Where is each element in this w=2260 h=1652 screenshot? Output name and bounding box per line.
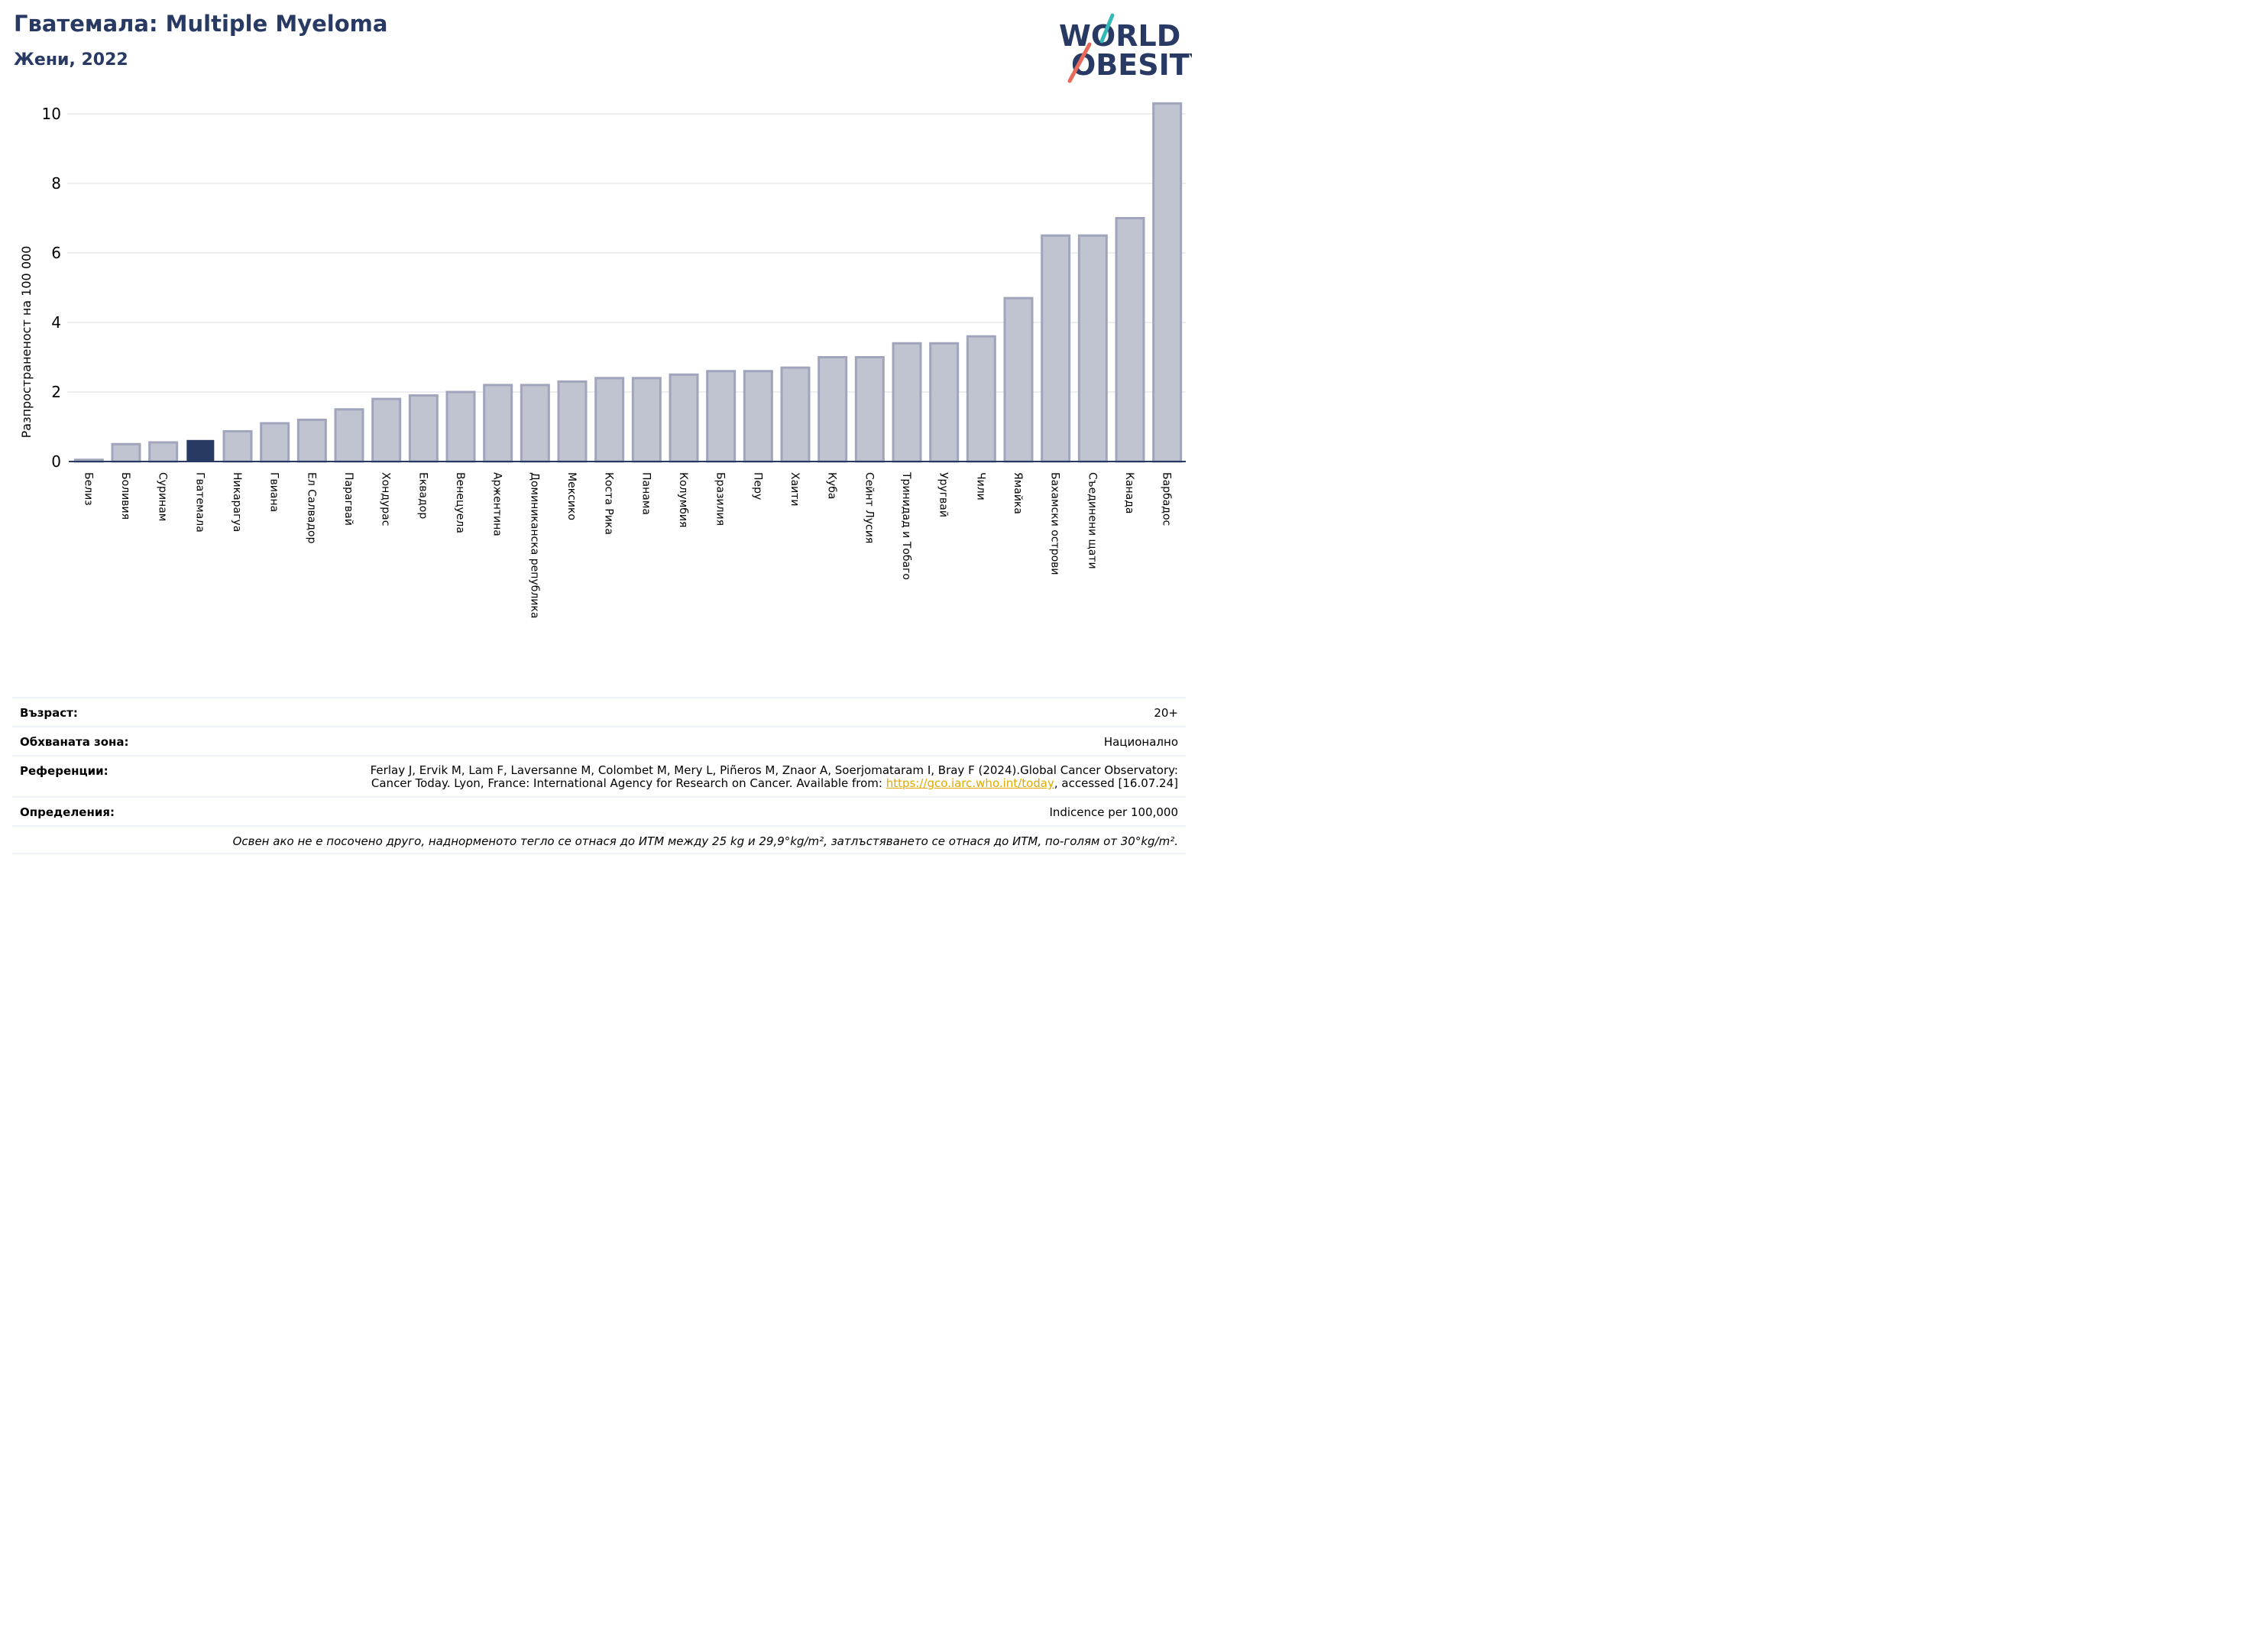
- info-row-age: Възраст: 20+: [12, 697, 1186, 726]
- x-tick-label: Еквадор: [416, 472, 429, 519]
- bar: [408, 394, 439, 463]
- bar: [111, 442, 141, 463]
- x-tick-label: Мексико: [565, 472, 578, 520]
- x-tick-label: Боливия: [119, 472, 131, 520]
- x-tick-label: Барбадос: [1161, 472, 1173, 526]
- x-tick-label: Перу: [751, 472, 763, 500]
- coverage-value: Национално: [1103, 735, 1178, 749]
- bar: [445, 390, 476, 463]
- references-line-2: Cancer Today. Lyon, France: Internationa…: [371, 777, 1178, 790]
- x-tick-label: Ел Салвадор: [305, 472, 317, 544]
- bar: [1152, 102, 1183, 463]
- logo-slash-coral: [1067, 42, 1092, 83]
- y-tick-label: 2: [51, 383, 61, 401]
- bar: [892, 342, 922, 463]
- bar: [371, 397, 402, 463]
- x-tick-label: Панама: [639, 472, 652, 515]
- info-row-definitions: Определения: Indicence per 100,000: [12, 796, 1186, 825]
- x-tick-label: Аржентина: [491, 472, 503, 536]
- bar: [1077, 234, 1108, 463]
- x-tick-label: Куба: [826, 472, 838, 499]
- x-tick-label: Колумбия: [677, 472, 689, 527]
- coverage-label: Обхваната зона:: [20, 735, 129, 749]
- bar: [520, 384, 550, 463]
- x-tick-label: Белиз: [82, 472, 94, 506]
- chart-title: Гватемала: Multiple Myeloma: [14, 11, 388, 37]
- bar: [260, 422, 290, 463]
- x-tick-label: Уругвай: [937, 472, 950, 517]
- x-tick-label: Венецуела: [454, 472, 466, 533]
- x-tick-label: Канада: [1123, 472, 1135, 514]
- y-tick-label: 10: [42, 105, 61, 123]
- bar: [296, 418, 327, 463]
- x-tick-label: Бахамски острови: [1049, 472, 1061, 575]
- logo-text-world: WORLD: [1059, 19, 1180, 53]
- x-tick-label: Сейнт Лусия: [863, 472, 875, 543]
- y-axis-label: Разпространеност на 100 000: [19, 246, 34, 439]
- bar: [1003, 296, 1034, 463]
- x-tick-label: Чили: [974, 472, 986, 500]
- info-table: Възраст: 20+ Обхваната зона: Национално …: [12, 697, 1186, 854]
- chart-subtitle: Жени, 2022: [14, 50, 128, 70]
- bar: [631, 377, 662, 463]
- definitions-label: Определения:: [20, 805, 115, 819]
- x-tick-label: Суринам: [157, 472, 169, 521]
- bar: [594, 377, 625, 463]
- x-tick-label: Хондурас: [380, 472, 392, 526]
- references-accessed: , accessed [16.07.24]: [1054, 776, 1178, 790]
- footnote-text: Освен ако не е посочено друго, наднормен…: [232, 834, 1178, 848]
- bar: [743, 370, 773, 463]
- y-tick-label: 8: [51, 174, 61, 193]
- x-tick-label: Никарагуа: [231, 472, 243, 532]
- x-tick-label: Тринидад и Тобаго: [900, 471, 912, 580]
- age-value: 20+: [1154, 706, 1178, 720]
- references-value: Ferlay J, Ervik M, Lam F, Laversanne M, …: [371, 764, 1178, 790]
- references-line-1: Ferlay J, Ervik M, Lam F, Laversanne M, …: [370, 763, 1178, 777]
- x-tick-label: Коста Рика: [603, 472, 615, 535]
- bar: [706, 370, 737, 463]
- y-tick-label: 0: [51, 452, 61, 471]
- logo-text-obesity: OBESITY: [1071, 48, 1192, 82]
- references-link[interactable]: https://gco.iarc.who.int/today: [886, 776, 1054, 790]
- x-tick-label: Парагвай: [342, 472, 355, 526]
- bar: [966, 335, 996, 463]
- bar: [929, 342, 960, 463]
- bar: [186, 439, 215, 462]
- references-text: Cancer Today. Lyon, France: Internationa…: [371, 776, 886, 790]
- bar: [818, 356, 848, 463]
- references-label: Референции:: [20, 764, 108, 778]
- y-tick-label: 6: [51, 244, 61, 262]
- x-tick-label: Бразилия: [714, 472, 727, 526]
- definitions-value: Indicence per 100,000: [1049, 805, 1178, 819]
- bar: [854, 356, 885, 463]
- bar: [669, 373, 699, 463]
- x-tick-label: Гвиана: [268, 472, 280, 512]
- info-row-coverage: Обхваната зона: Национално: [12, 726, 1186, 755]
- bar: [780, 366, 811, 463]
- bar: [483, 384, 513, 463]
- bar: [1115, 217, 1145, 463]
- x-tick-label: Хаити: [788, 472, 801, 507]
- x-tick-label: Съединени щати: [1086, 472, 1098, 569]
- info-row-references: Референции: Ferlay J, Ervik M, Lam F, La…: [12, 755, 1186, 796]
- bar: [148, 441, 179, 463]
- bar: [334, 408, 364, 463]
- world-obesity-logo: WORLD OBESITY: [1059, 13, 1192, 83]
- x-tick-label: Гватемала: [193, 472, 206, 533]
- bar-chart: 0 2 4 6 8 10 Разпространеност на 100 000 Белиз Б…: [19, 102, 1186, 618]
- logo-slash-teal: [1099, 13, 1115, 44]
- x-tick-label: Ямайка: [1012, 472, 1024, 514]
- info-row-footnote: Освен ако не е посочено друго, наднормен…: [12, 825, 1186, 854]
- bar: [557, 380, 588, 463]
- bar: [1041, 234, 1071, 463]
- y-tick-label: 4: [51, 313, 61, 332]
- x-tick-label: Доминиканска република: [528, 472, 540, 618]
- age-label: Възраст:: [20, 706, 78, 720]
- bar: [222, 429, 253, 463]
